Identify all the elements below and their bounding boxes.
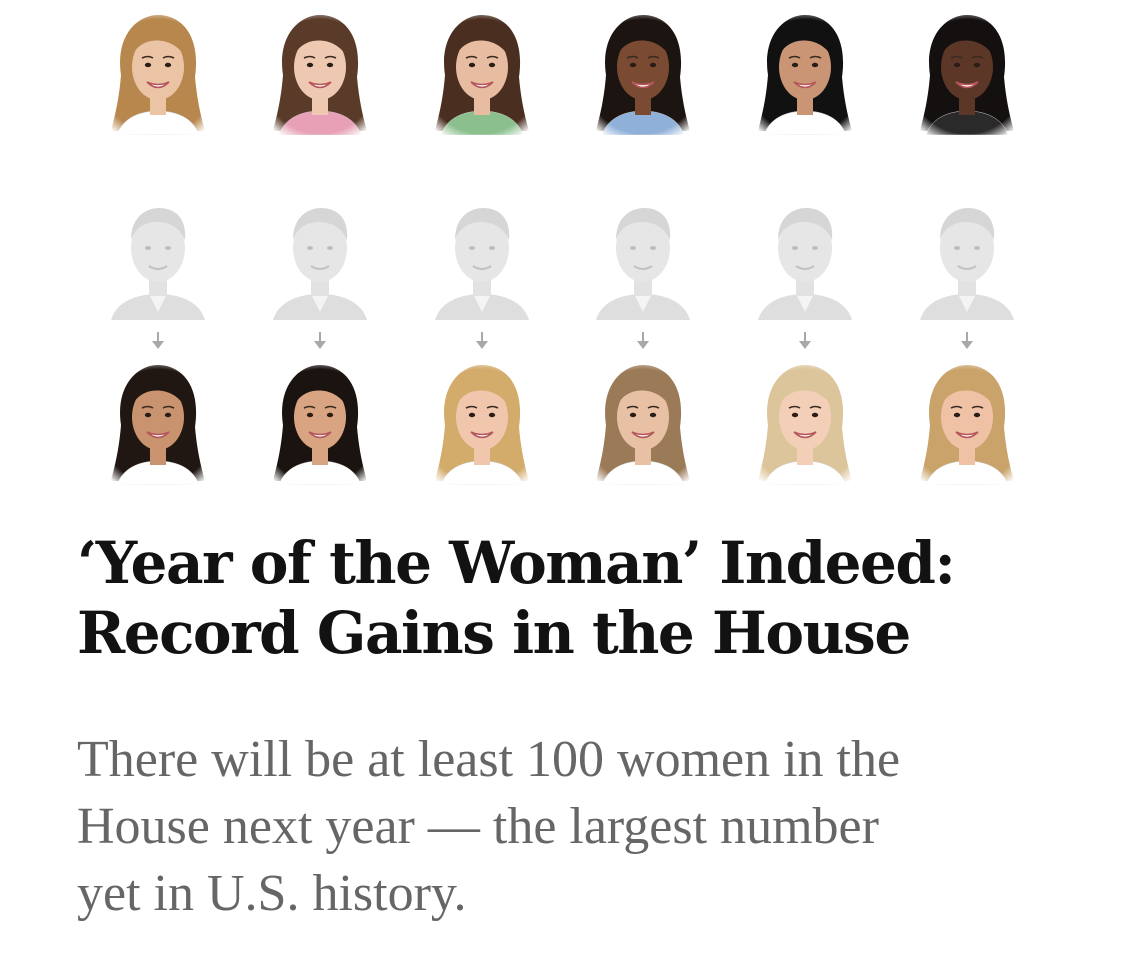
woman-portrait [578,355,708,485]
summary-line-3: yet in U.S. history. [77,865,467,922]
woman-portrait [255,355,385,485]
summary-line-2: House next year — the largest number [77,798,879,855]
man-portrait-faded [902,190,1032,320]
woman-portrait [255,5,385,135]
woman-portrait [93,5,223,135]
man-portrait-faded [740,190,870,320]
woman-portrait [740,355,870,485]
incoming-women-row-top [0,5,1125,135]
arrow-down-icon [798,332,812,350]
article-summary: There will be at least 100 women in the … [77,726,1067,927]
arrow-down-icon [960,332,974,350]
man-portrait-faded [255,190,385,320]
woman-portrait [417,355,547,485]
arrow-down-icon [636,332,650,350]
incoming-women-row-bottom [0,355,1125,485]
woman-portrait [902,355,1032,485]
arrow-down-icon [151,332,165,350]
man-portrait-faded [417,190,547,320]
summary-line-1: There will be at least 100 women in the [77,731,901,788]
arrow-down-icon [475,332,489,350]
portrait-grid [0,5,1125,485]
arrow-down-icon [313,332,327,350]
headline-line-1: ‘Year of the Woman’ Indeed: [77,529,956,597]
woman-portrait [578,5,708,135]
article-headline[interactable]: ‘Year of the Woman’ Indeed: Record Gains… [77,528,1077,668]
man-portrait-faded [578,190,708,320]
woman-portrait [902,5,1032,135]
woman-portrait [417,5,547,135]
outgoing-men-row [0,190,1125,320]
woman-portrait [740,5,870,135]
woman-portrait [93,355,223,485]
man-portrait-faded [93,190,223,320]
headline-line-2: Record Gains in the House [77,599,911,667]
